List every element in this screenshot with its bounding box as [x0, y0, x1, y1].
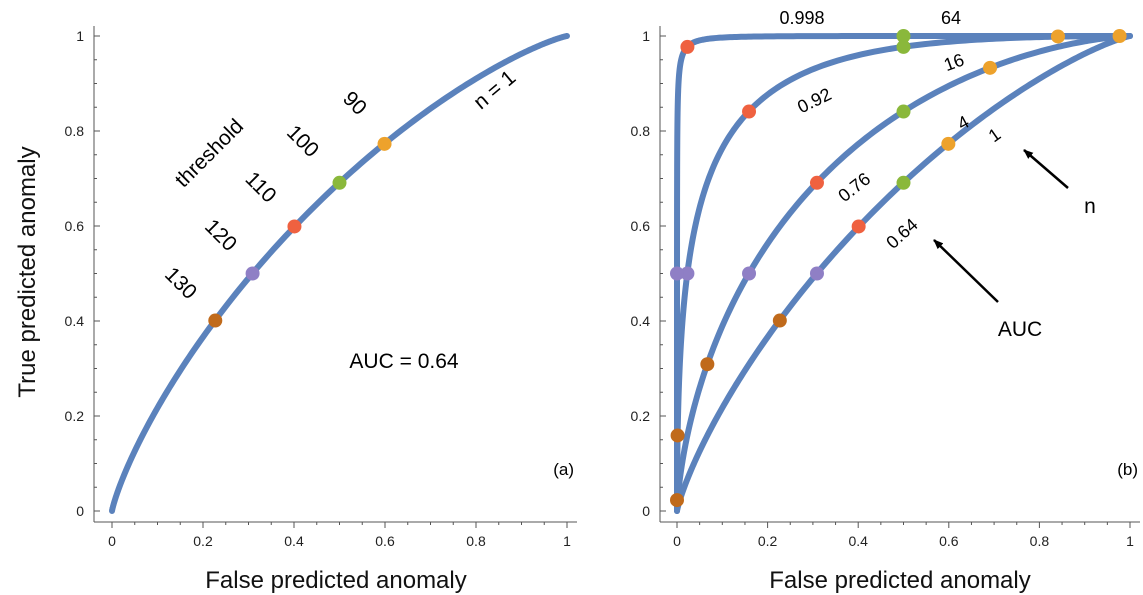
threshold-point-110-n1 — [287, 219, 302, 234]
x-tick-label: 0.6 — [939, 533, 959, 549]
y-tick-label: 0.8 — [65, 123, 85, 139]
x-tick-label: 0.6 — [375, 533, 395, 549]
x-tick-label: 0.4 — [284, 533, 304, 549]
threshold-point-100-n1 — [896, 175, 911, 190]
threshold-point-120-n1 — [245, 266, 260, 281]
threshold-point-130-n4 — [700, 357, 715, 372]
panel-b-axes: 0 0.2 0.4 0.6 0.8 1 0 0.2 0.4 0.6 0.8 1 — [631, 26, 1140, 549]
n-label-16: 16 — [941, 50, 967, 76]
threshold-point-100-n4 — [896, 104, 911, 119]
y-tick-label: 0.6 — [65, 218, 85, 234]
auc-label-092: 0.92 — [794, 84, 834, 117]
x-axis-title-a: False predicted anomaly — [205, 567, 466, 594]
panel-a: 0 0.2 0.4 0.6 0.8 1 0 0.2 0.4 0.6 0.8 1 threshold 1… — [14, 26, 577, 594]
threshold-point-110-n16 — [742, 104, 757, 119]
threshold-point-130-n1 — [208, 313, 223, 328]
panel-a-points — [208, 136, 392, 328]
n-label-64: 64 — [941, 8, 961, 28]
y-tick-label: 0.8 — [631, 123, 651, 139]
x-tick-label: 0 — [108, 533, 116, 549]
threshold-point-120-n64 — [670, 266, 684, 281]
auc-label-0998: 0.998 — [779, 8, 824, 28]
x-tick-label: 0.2 — [758, 533, 778, 549]
threshold-point-90-n1 — [941, 136, 956, 151]
n-arrow — [1023, 149, 1069, 189]
y-tick-label: 0.6 — [631, 218, 651, 234]
threshold-point-130-n16 — [670, 428, 685, 443]
threshold-point-100-n16 — [896, 39, 911, 54]
y-tick-label: 0.2 — [631, 408, 651, 424]
threshold-point-100-n64 — [896, 29, 911, 43]
threshold-label-90: 90 — [338, 87, 371, 120]
auc-label-076: 0.76 — [834, 169, 874, 206]
threshold-title: threshold — [171, 115, 248, 192]
threshold-point-90-n1 — [377, 136, 392, 151]
threshold-label-120: 120 — [200, 215, 241, 256]
y-tick-label: 1 — [76, 28, 84, 44]
n-label-1: 1 — [985, 124, 1005, 146]
y-tick-label: 0 — [642, 503, 650, 519]
auc-arrow — [933, 239, 999, 303]
panel-b-points — [670, 29, 1127, 508]
panel-b: 0 0.2 0.4 0.6 0.8 1 0 0.2 0.4 0.6 0.8 1 0.998 64 0.… — [631, 8, 1140, 594]
x-axis-title-b: False predicted anomaly — [769, 567, 1030, 594]
y-tick-label: 1 — [642, 28, 650, 44]
threshold-label-100: 100 — [282, 121, 323, 162]
x-tick-label: 0 — [673, 533, 681, 549]
n-arrow-label: n — [1084, 195, 1096, 218]
y-tick-label: 0.2 — [65, 408, 85, 424]
y-tick-label: 0.4 — [631, 313, 651, 329]
x-tick-label: 1 — [1126, 533, 1134, 549]
threshold-point-90-n16 — [1050, 29, 1065, 44]
series-label-n1: n = 1 — [469, 66, 520, 114]
n-label-4: 4 — [954, 112, 972, 134]
auc-label-a: AUC = 0.64 — [349, 350, 458, 373]
threshold-label-130: 130 — [160, 263, 201, 304]
threshold-point-120-n4 — [742, 266, 757, 281]
threshold-point-90-n64 — [1112, 29, 1127, 43]
threshold-label-110: 110 — [241, 167, 281, 207]
threshold-point-90-n4 — [983, 60, 998, 75]
x-tick-label: 0.2 — [193, 533, 213, 549]
y-axis-title: True predicted anomaly — [14, 146, 41, 397]
threshold-point-130-n1 — [772, 313, 787, 328]
threshold-point-120-n16 — [680, 266, 695, 281]
panel-a-axes: 0 0.2 0.4 0.6 0.8 1 0 0.2 0.4 0.6 0.8 1 — [65, 26, 577, 549]
y-tick-label: 0 — [76, 503, 84, 519]
y-tick-label: 0.4 — [65, 313, 85, 329]
x-tick-label: 0.8 — [1030, 533, 1050, 549]
x-tick-label: 0.8 — [466, 533, 486, 549]
auc-label-064: 0.64 — [882, 214, 921, 252]
threshold-point-110-n1 — [851, 219, 866, 234]
threshold-point-110-n4 — [809, 175, 824, 190]
x-tick-label: 0.4 — [848, 533, 868, 549]
panel-tag-a: (a) — [553, 460, 574, 479]
threshold-point-100-n1 — [332, 175, 347, 190]
threshold-point-130-n64 — [670, 493, 684, 508]
auc-arrow-label: AUC — [998, 318, 1042, 341]
x-tick-label: 1 — [563, 533, 571, 549]
panel-tag-b: (b) — [1117, 460, 1138, 479]
threshold-point-120-n1 — [809, 266, 824, 281]
threshold-point-110-n64 — [680, 39, 695, 54]
